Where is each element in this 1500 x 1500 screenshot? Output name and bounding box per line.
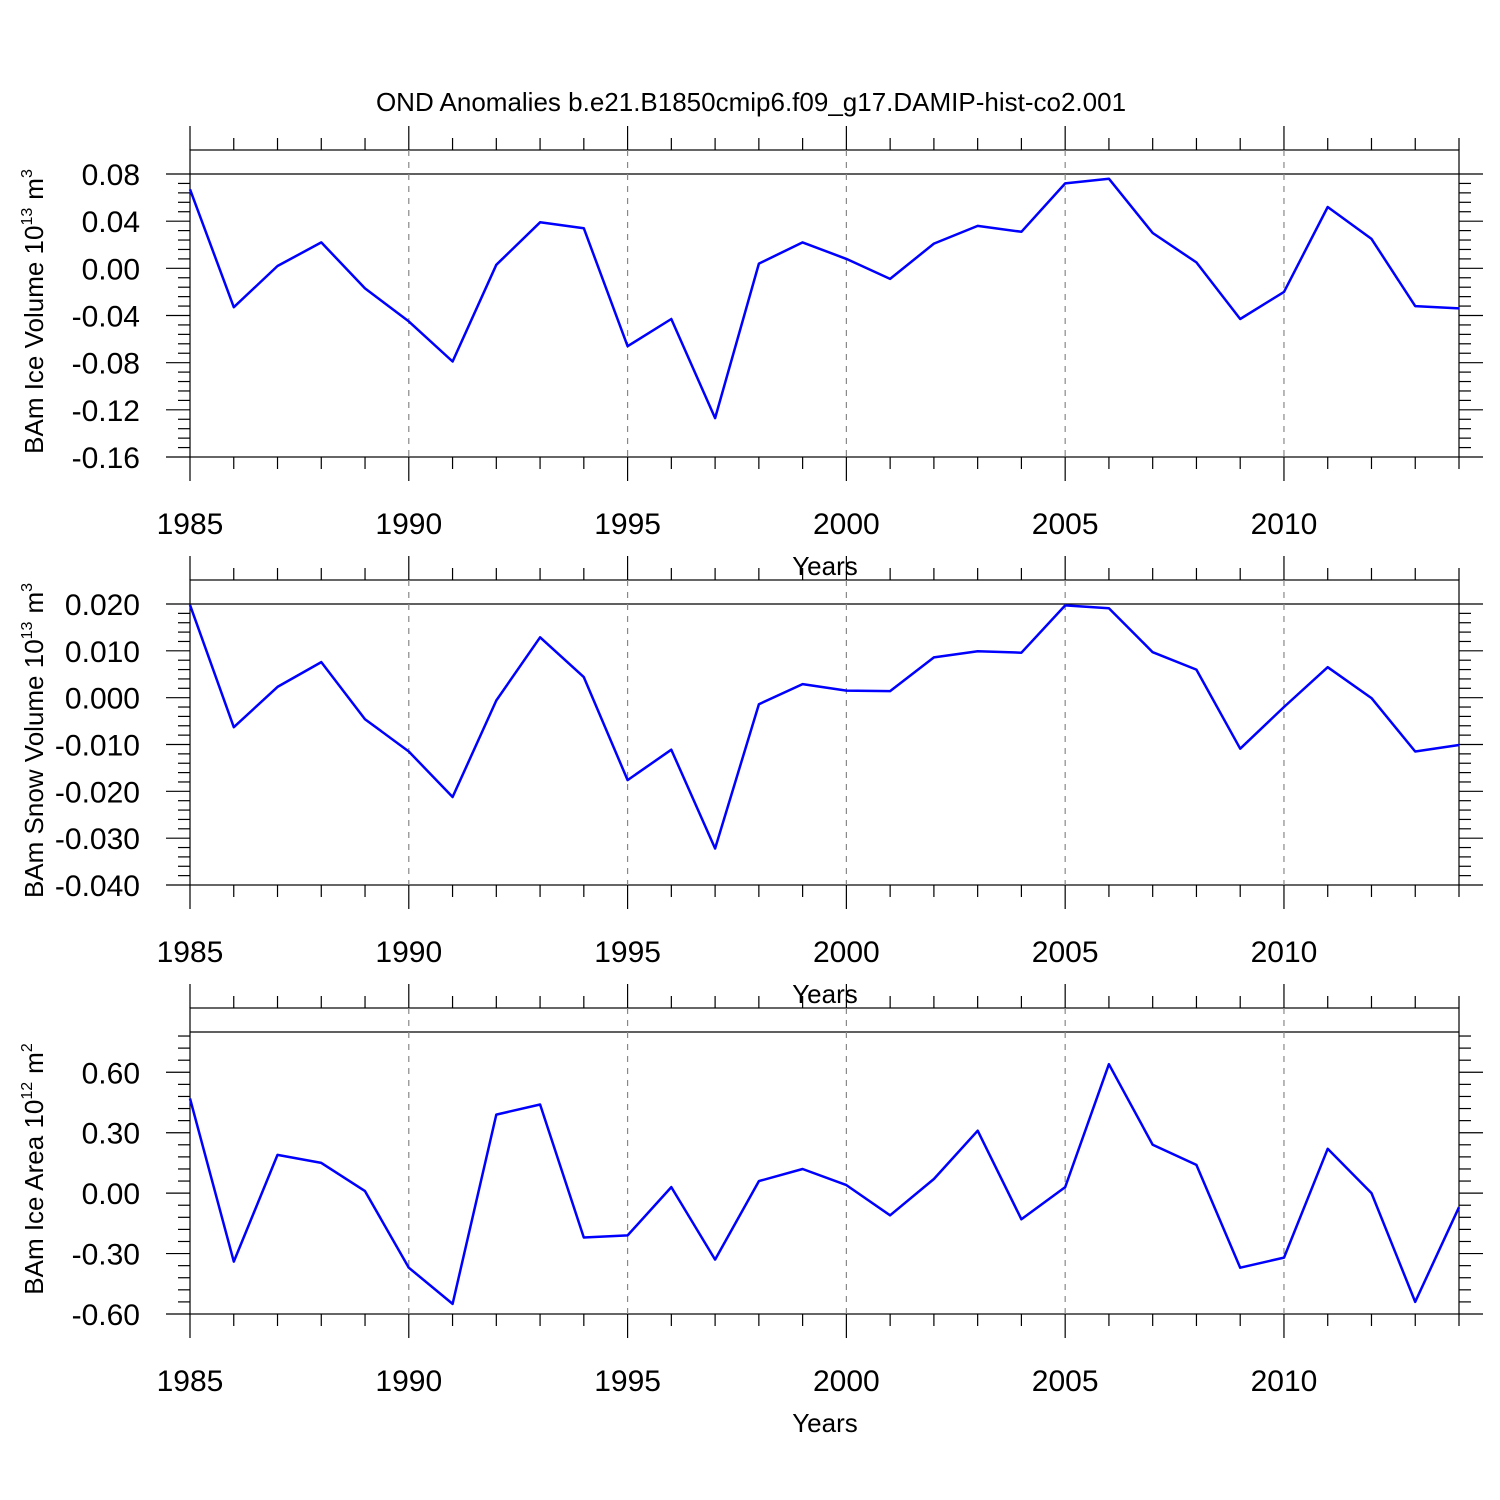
x-tick-label: 2010 (1251, 508, 1318, 541)
y-tick-label: 0.00 (82, 253, 140, 286)
x-tick-label: 1995 (594, 1365, 661, 1398)
y-tick-label: -0.08 (72, 348, 140, 381)
y-axis-title-unit-exponent: 3 (19, 583, 36, 592)
y-tick-label: -0.30 (72, 1239, 140, 1272)
x-tick-label: 2005 (1032, 1365, 1099, 1398)
y-tick-label: -0.030 (55, 823, 140, 856)
y-axis-title: BAm Ice Area 1012 m2 (19, 1043, 49, 1295)
y-tick-label: -0.010 (55, 730, 140, 763)
y-tick-label: -0.040 (55, 870, 140, 903)
y-axis-title-exponent: 13 (19, 208, 36, 226)
x-tick-label: 2010 (1251, 936, 1318, 969)
y-tick-label: 0.30 (82, 1118, 140, 1151)
panel-3: 1985 1990 1995 2000 2005 2010 -0.60 -0.30 0.00 0.… (19, 984, 1483, 1438)
y-tick-label: -0.020 (55, 776, 140, 809)
x-tick-label: 2010 (1251, 1365, 1318, 1398)
y-axis-title-main: BAm Ice Volume 10 (19, 226, 49, 454)
y-tick-label: 0.08 (82, 159, 140, 192)
x-axis-title: Years (792, 1408, 858, 1438)
x-tick-label: 1995 (594, 936, 661, 969)
y-tick-label: 0.04 (82, 206, 140, 239)
x-tick-label: 1990 (375, 936, 442, 969)
x-tick-label: 1990 (375, 508, 442, 541)
x-tick-label: 1995 (594, 508, 661, 541)
y-axis-title: BAm Snow Volume 1013 m3 (19, 583, 49, 898)
y-axis-title-unit-exponent: 2 (19, 1043, 36, 1052)
y-axis-title-main: BAm Snow Volume 10 (19, 639, 49, 898)
x-tick-label: 2005 (1032, 508, 1099, 541)
figure-title: OND Anomalies b.e21.B1850cmip6.f09_g17.D… (376, 87, 1126, 117)
y-tick-label: 0.60 (82, 1057, 140, 1090)
x-tick-label: 2000 (813, 936, 880, 969)
x-tick-label: 1985 (157, 1365, 224, 1398)
y-axis-title-exponent: 13 (19, 621, 36, 639)
y-axis-title-unit: m (19, 592, 49, 614)
y-axis-title: BAm Ice Volume 1013 m3 (19, 169, 49, 454)
x-tick-label: 2000 (813, 508, 880, 541)
plot-frame (189, 579, 1460, 886)
panels: 1985 1990 1995 2000 2005 2010 -0.16 -0.12 -0.08 -… (19, 126, 1483, 1438)
y-tick-label: 0.00 (82, 1178, 140, 1211)
y-tick-label: -0.12 (72, 395, 140, 428)
y-axis-title-unit: m (19, 178, 49, 200)
y-axis-title-unit-exponent: 3 (19, 169, 36, 178)
y-tick-label: -0.04 (72, 301, 140, 334)
x-tick-label: 1990 (375, 1365, 442, 1398)
y-tick-label: 0.020 (65, 589, 140, 622)
y-axis-title-unit: m (19, 1052, 49, 1074)
x-tick-label: 2005 (1032, 936, 1099, 969)
plot-frame (189, 1007, 1460, 1315)
y-tick-label: 0.010 (65, 636, 140, 669)
y-axis-title-exponent: 12 (19, 1082, 36, 1100)
x-tick-label: 1985 (157, 936, 224, 969)
series-line (188, 604, 1460, 850)
y-tick-label: 0.000 (65, 683, 140, 716)
y-axis-title-main: BAm Ice Area 10 (19, 1100, 49, 1295)
series-line (188, 177, 1460, 420)
plot-frame (189, 149, 1460, 458)
x-tick-label: 2000 (813, 1365, 880, 1398)
y-tick-label: -0.16 (72, 442, 140, 475)
panel-1: 1985 1990 1995 2000 2005 2010 -0.16 -0.12 -0.08 -… (19, 126, 1483, 581)
series-line (188, 1062, 1461, 1306)
panel-2: 1985 1990 1995 2000 2005 2010 -0.040 -0.030 -0.0… (19, 556, 1483, 1009)
x-tick-label: 1985 (157, 508, 224, 541)
y-tick-label: -0.60 (72, 1299, 140, 1332)
